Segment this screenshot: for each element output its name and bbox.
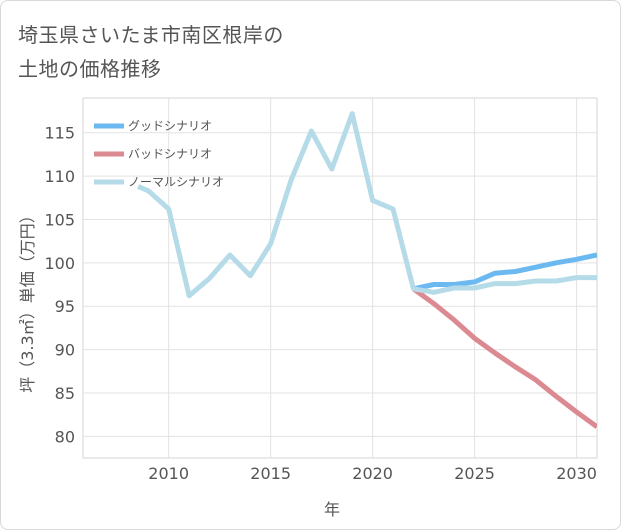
title-line-1: 埼玉県さいたま市南区根岸の <box>18 23 284 47</box>
y-tick-85: 85 <box>55 384 75 403</box>
x-tick-2020: 2020 <box>352 464 393 483</box>
x-tick-2015: 2015 <box>250 464 291 483</box>
x-axis-ticks: 2010 2015 2020 2025 2030 <box>148 464 597 483</box>
x-axis-label: 年 <box>324 500 340 519</box>
legend-label-1: バッドシナリオ <box>128 147 212 161</box>
y-tick-105: 105 <box>44 210 75 229</box>
series-line-1 <box>411 286 597 429</box>
x-tick-2025: 2025 <box>454 464 495 483</box>
y-axis-label: 坪（3.3㎡）単価（万円） <box>18 207 37 392</box>
y-tick-95: 95 <box>55 297 75 316</box>
y-tick-100: 100 <box>44 254 75 273</box>
legend-label-0: グッドシナリオ <box>128 119 212 133</box>
y-tick-90: 90 <box>55 341 75 360</box>
series-line-0 <box>412 252 597 292</box>
y-tick-80: 80 <box>55 427 75 446</box>
title-line-2: 土地の価格推移 <box>18 57 162 81</box>
series-lines <box>137 111 597 429</box>
y-tick-115: 115 <box>44 124 75 143</box>
legend-label-2: ノーマルシナリオ <box>128 175 224 189</box>
x-tick-2010: 2010 <box>148 464 189 483</box>
series-line-2 <box>137 111 597 299</box>
chart-title: 埼玉県さいたま市南区根岸の 土地の価格推移 <box>18 18 284 86</box>
y-axis-ticks: 80 85 90 95 100 105 110 115 <box>44 124 75 447</box>
x-tick-2030: 2030 <box>556 464 597 483</box>
y-tick-110: 110 <box>44 167 75 186</box>
